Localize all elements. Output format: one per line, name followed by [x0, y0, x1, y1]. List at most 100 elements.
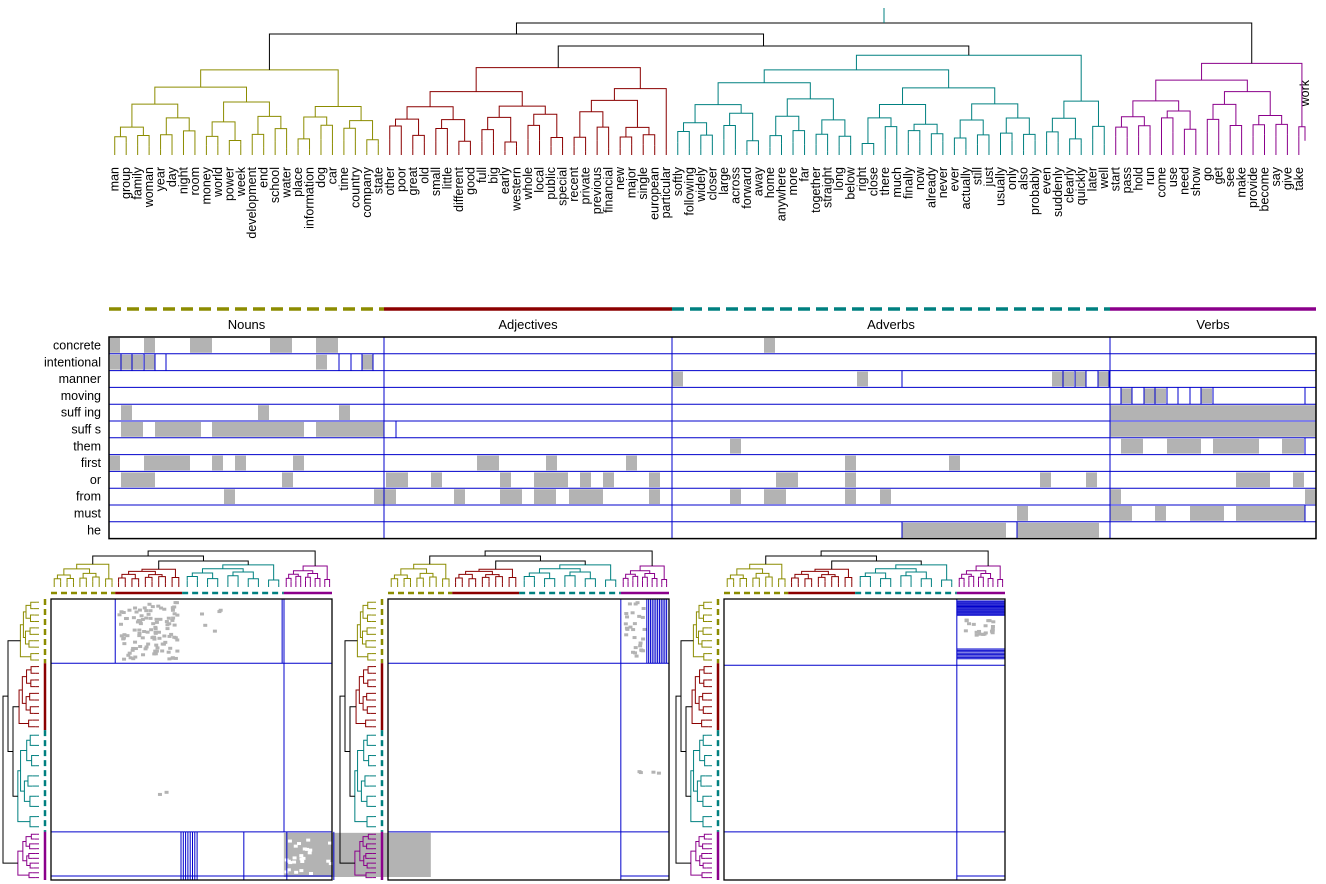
mini-dendro-link: [975, 565, 1001, 580]
mini-dendro-link: [339, 695, 355, 864]
mini-dendro-link: [675, 695, 691, 864]
matrix-dot: [328, 862, 333, 866]
mini-dendro-link: [29, 862, 34, 869]
matrix-dot: [137, 608, 142, 612]
feature-cell: [1201, 388, 1212, 404]
feature-cell: [235, 455, 246, 471]
leaf-label: across: [728, 167, 742, 204]
mini-dendro-link: [699, 855, 704, 867]
mini-dendro-link: [295, 575, 302, 584]
feature-cell: [1098, 371, 1109, 387]
feature-cell: [224, 489, 235, 504]
mini-dendro-link: [17, 770, 31, 823]
mini-dendro-link: [692, 624, 704, 658]
feature-grid-frame: [108, 336, 1317, 540]
dendro-link: [223, 101, 270, 122]
leaf-label: long: [832, 167, 846, 191]
feature-cell: [121, 405, 132, 420]
mini-dendro-link: [661, 578, 668, 585]
matrix-dot: [983, 624, 988, 628]
matrix-dot: [153, 627, 158, 631]
dendro-link: [913, 123, 938, 134]
leaf-label: need: [1177, 167, 1191, 195]
feature-cell: [212, 422, 304, 437]
dendro-link: [613, 88, 667, 150]
mini-dendro-link: [356, 624, 368, 658]
dendro-link: [1115, 126, 1128, 138]
matrix-dot: [159, 606, 164, 610]
matrix-dot: [638, 641, 643, 645]
mini-dendro-link: [980, 572, 992, 579]
leaf-label: time: [337, 167, 351, 191]
mini-dendro-link: [186, 576, 198, 581]
leaf-label: great: [406, 166, 420, 195]
mini-dendro-link: [63, 568, 91, 575]
mini-dendro-link: [702, 734, 708, 746]
feature-cell: [121, 472, 155, 488]
mini-dendro-link: [29, 795, 37, 807]
dendro-link: [642, 134, 656, 146]
dendro-link: [557, 45, 970, 68]
mini-dendro-link: [528, 572, 551, 579]
leaf-label: now: [913, 166, 927, 190]
mini-dendro-link: [28, 640, 35, 648]
dendro-link: [619, 136, 633, 149]
feature-row-label: he: [87, 523, 101, 537]
matrix-dot: [287, 839, 292, 843]
mini-dendro-link: [468, 578, 477, 583]
matrix-dot: [138, 620, 143, 624]
mini-dendro-link: [749, 563, 783, 579]
mini-dendro-link: [844, 577, 853, 584]
feature-cell: [132, 354, 143, 370]
feature-row-label: suff s: [71, 423, 101, 437]
matrix-dot: [133, 655, 138, 659]
feature-cell: [776, 472, 798, 488]
matrix-aj: AJ: [2, 550, 431, 881]
dendro-link: [775, 115, 800, 136]
mini-dendro-link: [363, 855, 368, 867]
dendro-link: [878, 103, 927, 125]
leaf-label: new: [613, 166, 627, 190]
matrix-dot: [167, 634, 172, 638]
mini-dendro-link: [28, 853, 36, 859]
mini-dendro-link: [801, 570, 829, 575]
leaf-label: old: [417, 167, 431, 184]
matrix-dot: [632, 636, 637, 640]
matrix-dot: [156, 630, 161, 634]
mini-dendro-link: [118, 577, 126, 584]
mini-dendro-link: [324, 578, 331, 585]
leaf-label: public: [544, 167, 558, 200]
matrix-dot: [165, 627, 170, 631]
feature-cell: [1305, 489, 1316, 504]
matrix-dot: [156, 604, 161, 608]
matrix-dot: [991, 620, 996, 624]
matrix-dot: [158, 617, 163, 621]
leaf-label: particular: [659, 167, 673, 218]
matrix-dot: [121, 611, 126, 615]
matrix-dot: [171, 616, 176, 620]
mini-dendro-link: [791, 577, 799, 584]
matrix-dot: [297, 842, 302, 846]
matrix-dot: [154, 617, 159, 621]
feature-cell: [477, 455, 499, 471]
matrix-dot: [308, 871, 313, 875]
feature-cell: [1236, 472, 1270, 488]
dendro-link: [527, 124, 541, 141]
dendro-link: [314, 106, 362, 121]
feature-row-label: suff ing: [61, 406, 101, 420]
mini-dendro-link: [864, 572, 887, 579]
feature-cell: [730, 438, 741, 454]
leaf-label: run: [1143, 167, 1157, 185]
mini-dendro-link: [29, 706, 37, 714]
mini-dendro-link: [481, 576, 490, 585]
matrix-dot: [167, 657, 172, 661]
feature-row-label: moving: [61, 389, 101, 403]
matrix-dot: [634, 654, 639, 658]
mini-dendro-link: [639, 565, 665, 580]
mini-dendro-link: [30, 679, 36, 688]
group-bars: Nouns Adjectives Adverbs Verbs: [109, 307, 1316, 332]
mini-dendro-link: [690, 850, 703, 876]
feature-cell: [1155, 388, 1166, 404]
mini-dendro-link: [92, 576, 100, 583]
